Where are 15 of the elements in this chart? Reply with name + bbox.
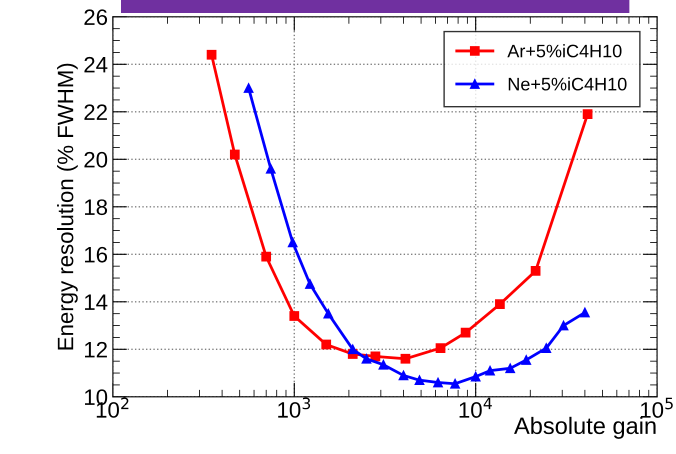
y-axis-title: Energy resolution (% FWHM) bbox=[57, 64, 78, 350]
legend-label: Ne+5%iC4H10 bbox=[508, 77, 627, 91]
y-tick-label: 16 bbox=[85, 246, 108, 263]
y-tick-label: 20 bbox=[84, 152, 108, 168]
y-tick-label: 18 bbox=[85, 199, 108, 216]
x-tick-label: 10$^{5}$ bbox=[640, 398, 673, 418]
legend-label: Ar+5%iC4H10 bbox=[507, 44, 622, 58]
x-axis-title: Absolute gain bbox=[514, 416, 656, 439]
y-tick-label: 26 bbox=[84, 9, 108, 26]
y-tick-label: 14 bbox=[85, 294, 108, 310]
x-tick-label: 10$^{4}$ bbox=[460, 398, 492, 418]
y-tick-label: 24 bbox=[84, 56, 108, 72]
x-tick-label: 10$^{3}$ bbox=[278, 398, 310, 418]
y-tick-label: 12 bbox=[85, 342, 107, 358]
y-tick-label: 22 bbox=[84, 104, 107, 120]
